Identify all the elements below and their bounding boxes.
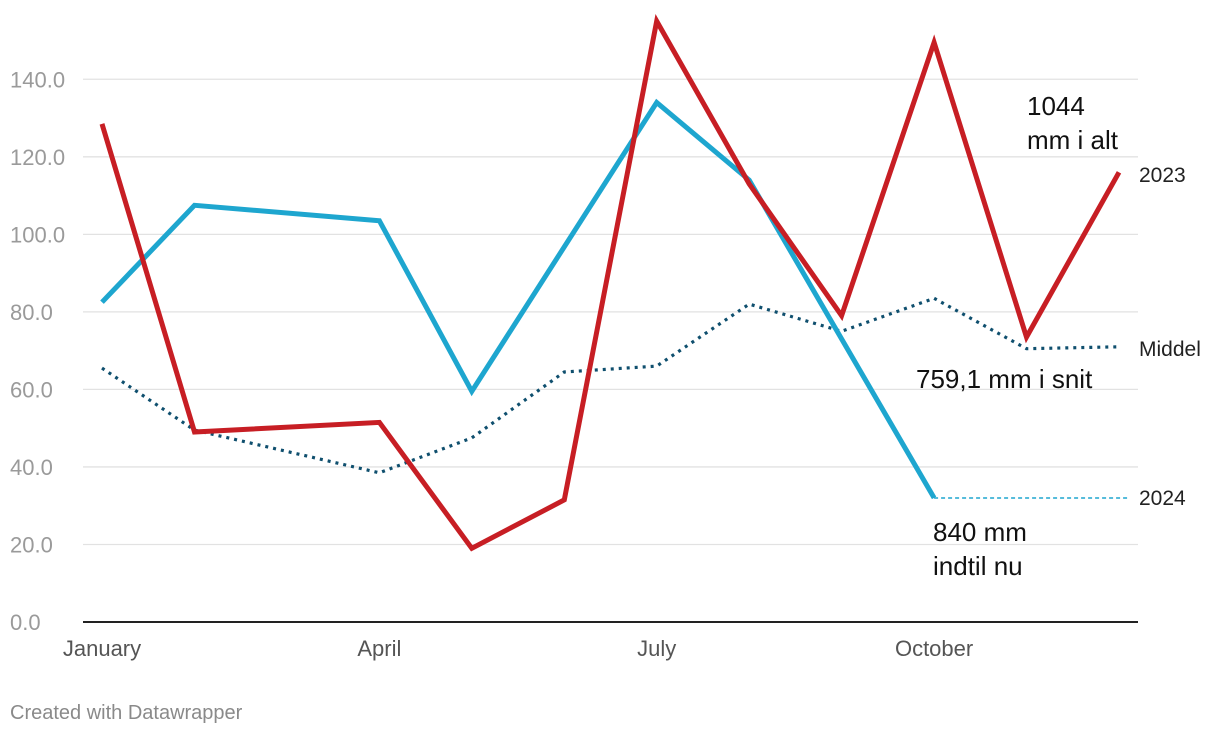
y-tick-label: 100.0 — [10, 222, 65, 247]
x-tick-label: July — [637, 636, 676, 661]
annotation-2024-total-amount: 840 mm — [933, 517, 1027, 547]
x-tick-label: April — [357, 636, 401, 661]
y-tick-label: 120.0 — [10, 145, 65, 170]
series-lines — [99, 13, 1130, 552]
y-tick-label: 40.0 — [10, 455, 53, 480]
grid-lines — [83, 78, 1138, 623]
annotation-mean-total: 759,1 mm i snit — [916, 364, 1093, 394]
series-label-middel: Middel — [1139, 338, 1201, 361]
y-tick-label: 80.0 — [10, 300, 53, 325]
series-line-2023 — [99, 13, 1122, 552]
annotation-2023-total-unit: mm i alt — [1027, 125, 1119, 155]
x-tick-label: October — [895, 636, 973, 661]
y-axis-ticks: 0.0 20.0 40.0 60.0 80.0 100.0 120.0 140.0 — [10, 67, 65, 635]
annotation-2023-total-number: 1044 — [1027, 91, 1085, 121]
series-label-2023: 2023 — [1139, 164, 1186, 187]
credit-text: Created with Datawrapper — [10, 702, 243, 724]
series-label-2024: 2024 — [1139, 487, 1186, 510]
y-tick-label: 140.0 — [10, 67, 65, 92]
y-tick-label: 60.0 — [10, 377, 53, 402]
x-tick-label: January — [63, 636, 141, 661]
y-tick-label: 0.0 — [10, 610, 41, 635]
x-axis-ticks: January April July October — [63, 636, 973, 661]
annotation-2024-total-status: indtil nu — [933, 551, 1023, 581]
y-tick-label: 20.0 — [10, 532, 53, 557]
